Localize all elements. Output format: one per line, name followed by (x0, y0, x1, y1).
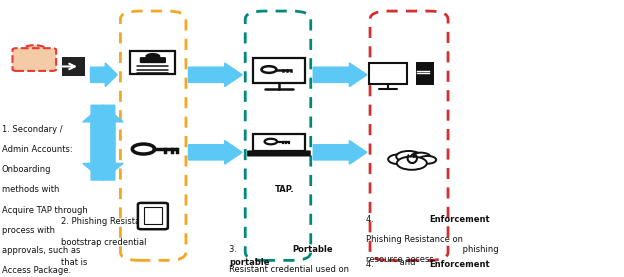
Circle shape (394, 155, 429, 170)
Text: Phishing Resistance on: Phishing Resistance on (366, 235, 463, 244)
Text: that is: that is (61, 258, 90, 267)
Text: 4.: 4. (366, 215, 377, 224)
Text: Onboarding: Onboarding (2, 165, 51, 174)
FancyArrow shape (83, 105, 123, 180)
Circle shape (396, 151, 421, 162)
Text: Access Package.: Access Package. (2, 266, 71, 275)
FancyBboxPatch shape (138, 203, 168, 229)
FancyArrow shape (313, 140, 367, 164)
Text: Enforcement: Enforcement (429, 260, 490, 269)
FancyArrow shape (188, 140, 242, 164)
Text: 3.: 3. (229, 245, 240, 254)
FancyBboxPatch shape (386, 159, 438, 168)
Text: resource access.: resource access. (366, 255, 437, 264)
Circle shape (388, 154, 411, 164)
Circle shape (398, 152, 426, 164)
Circle shape (397, 157, 427, 170)
FancyArrow shape (188, 63, 242, 87)
FancyBboxPatch shape (12, 48, 56, 71)
Text: ↺: ↺ (404, 152, 419, 169)
Text: 2. Phishing Resistant: 2. Phishing Resistant (61, 217, 149, 226)
Circle shape (145, 53, 160, 60)
Text: 1. Secondary /: 1. Secondary / (2, 125, 62, 134)
Text: Portable: Portable (292, 245, 333, 254)
Circle shape (414, 155, 437, 165)
FancyBboxPatch shape (369, 63, 407, 84)
FancyArrow shape (313, 63, 367, 87)
Text: Acquire TAP through: Acquire TAP through (2, 206, 87, 214)
FancyBboxPatch shape (253, 58, 305, 83)
Text: Admin Accounts:: Admin Accounts: (2, 145, 72, 154)
FancyBboxPatch shape (416, 62, 434, 85)
FancyBboxPatch shape (140, 57, 166, 63)
Text: Enforcement: Enforcement (429, 215, 490, 224)
FancyArrow shape (83, 105, 123, 180)
Text: approvals, such as: approvals, such as (2, 246, 80, 255)
Circle shape (419, 156, 436, 164)
Circle shape (387, 154, 412, 165)
Text: process with: process with (2, 226, 55, 235)
FancyBboxPatch shape (62, 57, 85, 76)
Circle shape (21, 45, 48, 57)
FancyBboxPatch shape (130, 50, 175, 74)
Text: 4.: 4. (366, 260, 377, 269)
Text: Resistant credential used on: Resistant credential used on (229, 265, 349, 274)
FancyArrow shape (90, 63, 117, 87)
FancyBboxPatch shape (253, 134, 305, 151)
Text: and: and (397, 258, 415, 267)
FancyBboxPatch shape (144, 207, 162, 224)
Text: TAP.: TAP. (275, 185, 294, 194)
FancyBboxPatch shape (247, 150, 311, 157)
Text: phishing: phishing (460, 245, 498, 254)
Text: bootstrap credential: bootstrap credential (61, 238, 147, 247)
Circle shape (411, 153, 431, 161)
Text: methods with: methods with (2, 185, 62, 194)
Text: portable: portable (229, 258, 270, 267)
